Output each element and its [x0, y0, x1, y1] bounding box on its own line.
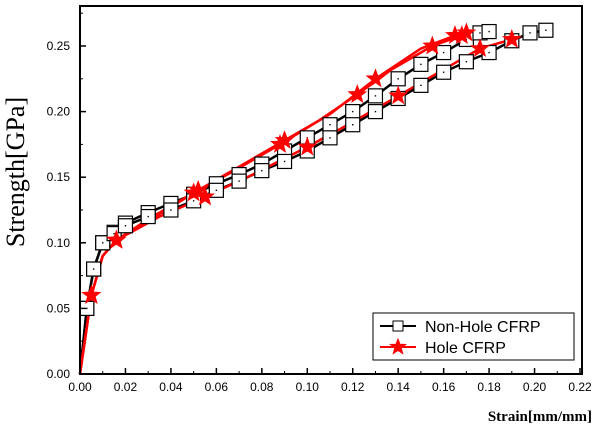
- square-dot: [545, 29, 547, 31]
- square-dot: [374, 95, 377, 97]
- square-dot: [442, 51, 445, 54]
- hole-cfrp-point: [388, 85, 409, 105]
- x-tick-label: 0.20: [523, 380, 547, 394]
- square-dot: [261, 169, 263, 172]
- square-dot: [238, 180, 240, 182]
- legend-label-hole: Hole CFRP: [425, 340, 506, 357]
- square-dot: [397, 78, 399, 80]
- hole-cfrp-point: [106, 229, 127, 249]
- square-dot: [102, 242, 104, 244]
- plot-frame: [79, 5, 583, 375]
- square-dot: [465, 61, 468, 63]
- x-tick-label: 0.12: [341, 380, 365, 394]
- square-dot: [283, 160, 286, 163]
- square-dot: [529, 32, 531, 34]
- square-dot: [442, 71, 445, 73]
- hole-cfrp-point: [81, 284, 102, 304]
- y-tick-label: 0.00: [47, 367, 71, 381]
- square-dot: [420, 63, 422, 66]
- x-tick-label: 0.16: [432, 380, 456, 394]
- y-axis-label: Strength[GPa]: [1, 97, 30, 247]
- square-dot: [192, 200, 195, 202]
- square-dot: [352, 124, 354, 126]
- hole-cfrp-point: [470, 38, 490, 58]
- x-tick-label: 0.02: [114, 380, 138, 394]
- legend-star-marker: [389, 337, 407, 355]
- square-dot: [113, 232, 115, 235]
- square-dot: [215, 189, 218, 192]
- legend: Non-Hole CFRP Hole CFRP: [372, 312, 575, 361]
- y-tick-label: 0.15: [47, 170, 71, 184]
- square-dot: [352, 110, 354, 113]
- square-dot: [124, 225, 127, 227]
- legend-label-non-hole: Non-Hole CFRP: [425, 319, 541, 336]
- hole-cfrp-point: [451, 25, 472, 44]
- hole-cfrp-point: [195, 186, 215, 206]
- hole-cfrp-point: [347, 84, 368, 103]
- x-tick-label: 0.04: [159, 380, 183, 394]
- square-dot: [329, 137, 331, 139]
- x-tick-label: 0.18: [477, 380, 501, 394]
- x-tick-label: 0.00: [68, 380, 92, 394]
- square-dot: [488, 51, 490, 54]
- hole-cfrp-point: [501, 28, 522, 48]
- y-tick-label: 0.25: [47, 39, 71, 53]
- hole-cfrp-point: [270, 133, 290, 153]
- square-dot: [488, 30, 490, 33]
- x-axis-label: Strain[mm/mm]: [488, 409, 592, 425]
- legend-square-marker: [392, 320, 404, 332]
- square-dot: [147, 215, 149, 218]
- square-dot: [170, 209, 172, 211]
- square-dot: [92, 268, 95, 270]
- y-tick-label: 0.20: [47, 105, 71, 119]
- square-dot: [479, 32, 481, 34]
- x-tick-label: 0.06: [205, 380, 229, 394]
- x-tick-label: 0.14: [387, 380, 411, 394]
- hole-cfrp-point: [365, 68, 386, 88]
- square-dot: [420, 84, 422, 87]
- star-icon: [389, 337, 407, 355]
- hole-cfrp-point: [422, 35, 443, 55]
- x-tick-label: 0.22: [568, 380, 592, 394]
- x-tick-label: 0.10: [296, 380, 320, 394]
- square-dot: [86, 307, 88, 310]
- x-tick-label: 0.08: [250, 380, 274, 394]
- square-dot: [374, 110, 377, 113]
- y-tick-label: 0.05: [47, 301, 71, 315]
- square-dot: [329, 124, 331, 126]
- hole-cfrp-point: [297, 136, 318, 156]
- y-tick-label: 0.10: [47, 236, 71, 250]
